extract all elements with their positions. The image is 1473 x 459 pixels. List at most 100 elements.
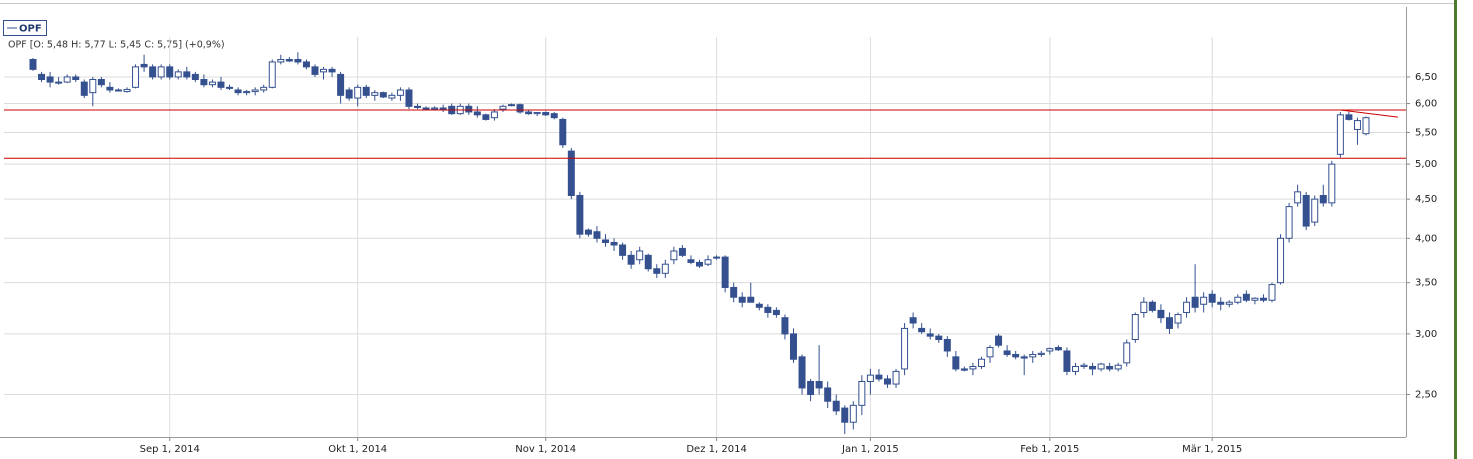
candle-body — [1097, 363, 1105, 370]
candle-body — [123, 88, 131, 93]
candle-body — [89, 79, 97, 94]
candle-body — [755, 303, 763, 308]
y-tick-label: 5,00 — [1415, 159, 1437, 170]
candle-body — [1200, 296, 1208, 305]
candle-body — [1285, 206, 1293, 239]
candle-body — [80, 81, 88, 96]
x-tick-label: Dez 1, 2014 — [686, 444, 746, 455]
candle-body — [559, 118, 567, 146]
candle-body — [97, 79, 105, 86]
side-bar — [1454, 0, 1457, 459]
candle-body — [243, 91, 251, 94]
candle-body — [1029, 353, 1037, 358]
candle-body — [687, 259, 695, 263]
candle-body — [140, 63, 148, 68]
candle-body — [465, 105, 473, 113]
trendline — [1340, 109, 1399, 118]
candle-body — [1259, 297, 1267, 301]
candle-body — [661, 263, 669, 274]
candle-body — [1183, 301, 1191, 313]
candle-body — [490, 111, 498, 119]
candle-body — [533, 112, 541, 115]
candle-body — [1140, 301, 1148, 313]
candle-body — [832, 400, 840, 412]
candle-body — [208, 81, 216, 86]
candle-body — [1277, 237, 1285, 284]
candle-body — [602, 239, 609, 243]
candle-body — [926, 333, 934, 337]
candle-body — [1362, 117, 1370, 135]
candle-body — [901, 327, 909, 370]
candle-body — [132, 66, 140, 88]
candle-body — [1336, 114, 1344, 155]
candle-body — [841, 407, 849, 423]
candle-body — [371, 92, 379, 96]
candle-body — [909, 317, 917, 324]
candle-body — [713, 256, 721, 259]
candle-body — [1251, 297, 1259, 301]
candle-body — [396, 89, 404, 96]
candle-body — [1046, 348, 1054, 352]
candle-body — [508, 104, 516, 107]
candle-body — [935, 335, 943, 341]
y-tick-label: 4,00 — [1415, 233, 1437, 244]
candle-body — [260, 86, 268, 91]
candle-body — [1012, 353, 1020, 358]
candle-body — [72, 76, 80, 81]
candle-body — [354, 86, 362, 99]
candle-body — [1037, 352, 1045, 355]
candle-body — [1157, 309, 1165, 319]
y-tick-label: 3,00 — [1415, 329, 1437, 340]
candle-body — [1071, 365, 1079, 372]
candle-body — [653, 268, 661, 274]
candle-body — [38, 73, 46, 81]
candle-body — [525, 111, 533, 115]
candle-body — [174, 71, 182, 78]
y-tick-label: 6,50 — [1415, 72, 1437, 83]
candle-body — [1311, 198, 1319, 223]
candle-body — [1208, 293, 1216, 303]
candle-body — [858, 380, 866, 406]
candle-body — [294, 59, 302, 63]
candle-body — [1345, 114, 1353, 120]
candle-body — [422, 107, 430, 110]
candle-body — [149, 66, 157, 78]
candle-body — [516, 104, 524, 113]
candle-body — [1123, 342, 1131, 364]
candle-body — [542, 112, 550, 116]
candle-body — [268, 61, 276, 88]
candle-body — [764, 306, 772, 313]
candle-body — [567, 150, 575, 196]
x-tick-label: Jan 1, 2015 — [841, 444, 899, 455]
candle-body — [29, 59, 37, 70]
candle-body — [1302, 194, 1310, 227]
candle-body — [1131, 314, 1139, 341]
candle-body — [610, 241, 618, 246]
candle-body — [431, 107, 439, 110]
candle-body — [362, 86, 370, 96]
candle-body — [277, 59, 285, 63]
candle-body — [226, 86, 234, 89]
y-tick-label: 6,00 — [1415, 99, 1437, 110]
candle-body — [807, 380, 815, 396]
candle-body — [106, 86, 114, 91]
candle-body — [892, 370, 900, 385]
candle-body — [866, 374, 874, 382]
candle-body — [302, 61, 310, 68]
candle-body — [1020, 356, 1028, 359]
candle-body — [337, 73, 345, 96]
candle-body — [849, 404, 857, 423]
candle-body — [1165, 317, 1173, 329]
x-tick-label: Sep 1, 2014 — [140, 444, 200, 455]
candle-body — [1294, 191, 1302, 204]
candle-body — [55, 81, 63, 84]
candle-body — [747, 296, 755, 303]
candle-body — [499, 105, 507, 110]
candle-body — [824, 387, 832, 402]
candle-body — [704, 259, 712, 265]
y-tick-label: 3,50 — [1415, 278, 1437, 289]
candle-body — [627, 254, 635, 265]
x-tick-label: Okt 1, 2014 — [328, 444, 387, 455]
candle-body — [200, 79, 208, 86]
candle-body — [114, 89, 122, 92]
